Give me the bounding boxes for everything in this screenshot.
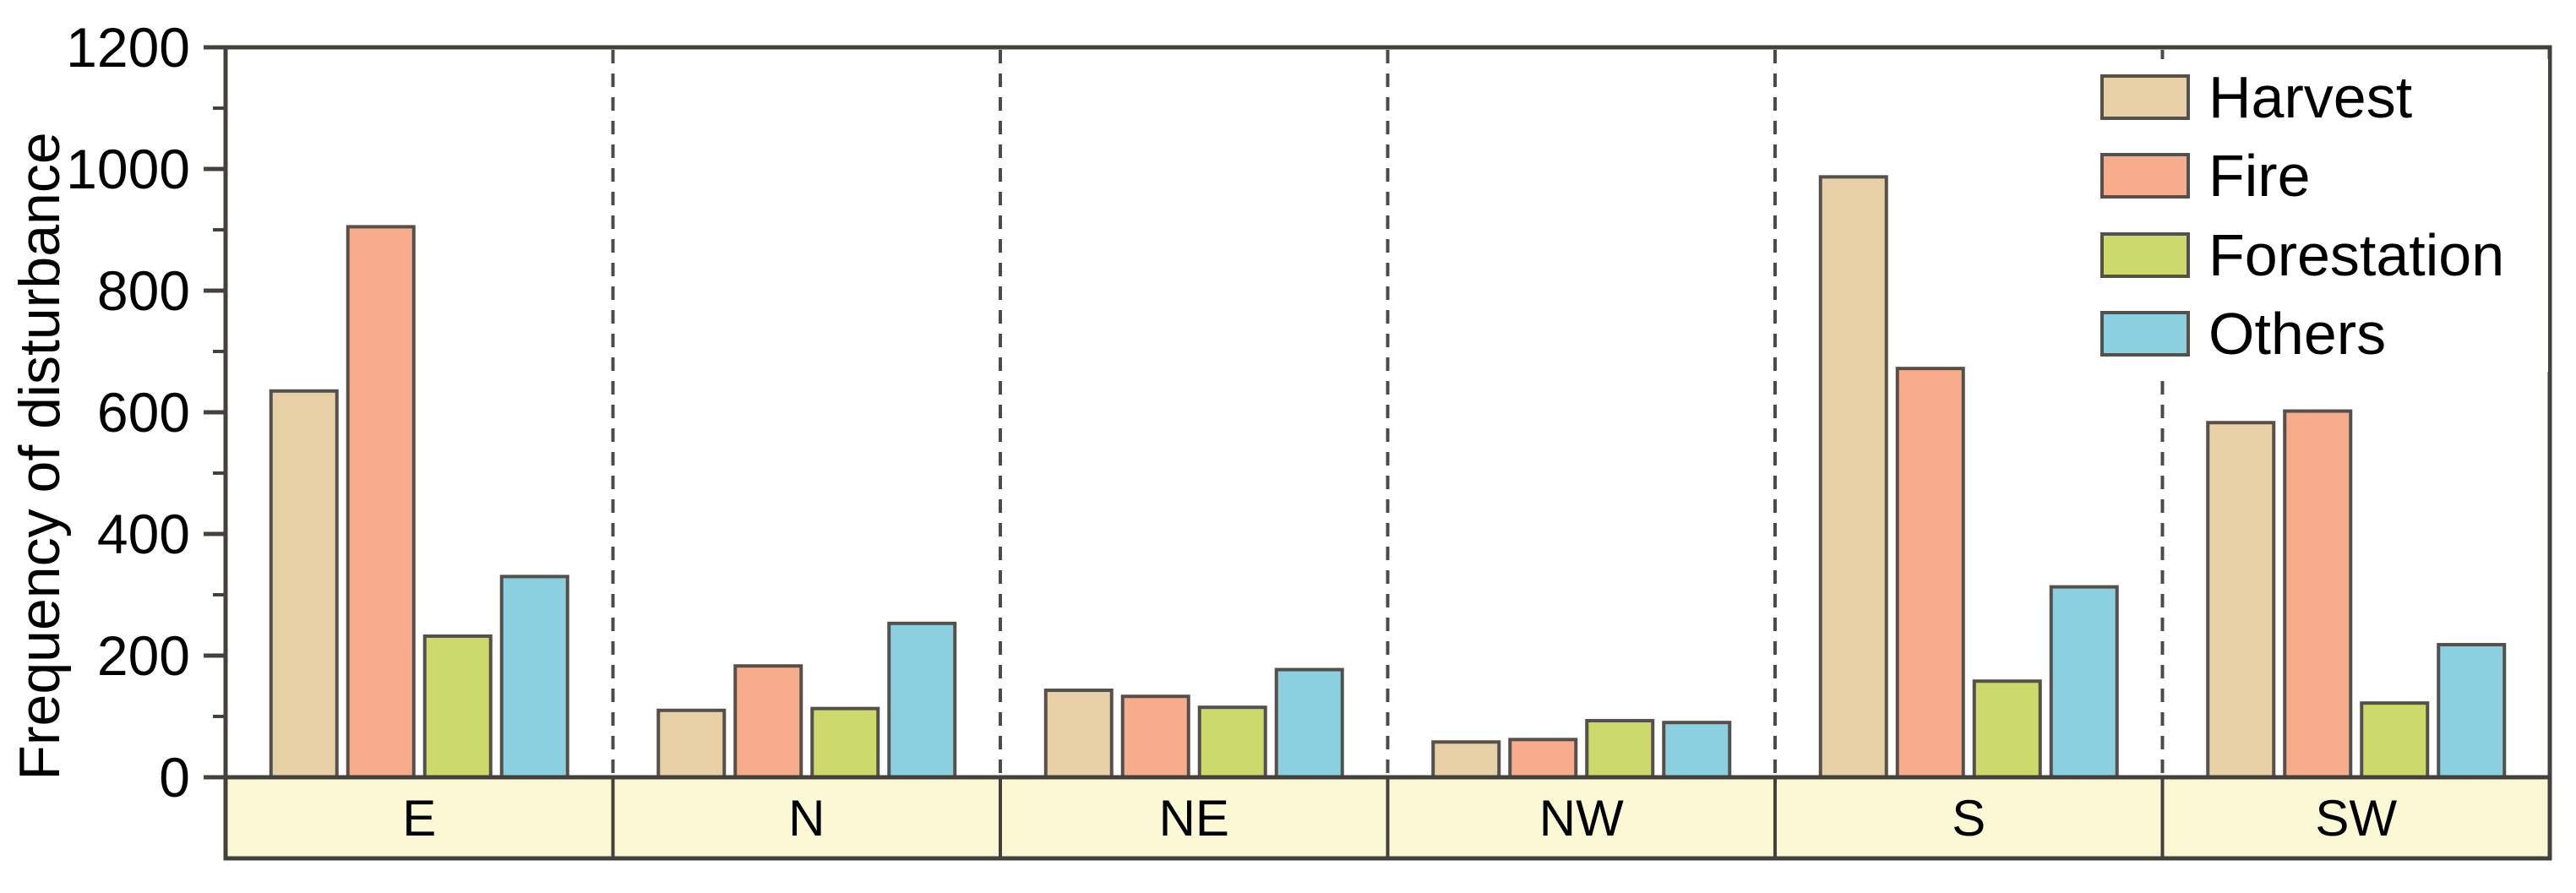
legend: Harvest Fire Forestation Others [2082, 59, 2548, 372]
bar-fire-n [733, 664, 803, 779]
bar-fire-ne [1120, 694, 1190, 779]
y-tick-label: 1000 [66, 138, 190, 200]
legend-label: Harvest [2208, 64, 2413, 130]
bar-forestation-sw [2360, 701, 2430, 779]
category-label: E [402, 790, 436, 847]
legend-swatch-others [2100, 310, 2190, 357]
legend-label: Fire [2208, 143, 2311, 210]
bar-forestation-e [422, 634, 493, 780]
bar-harvest-s [1818, 175, 1888, 780]
bar-others-s [2049, 585, 2119, 780]
bar-others-ne [1274, 667, 1344, 779]
bar-fire-s [1895, 367, 1965, 779]
bar-others-nw [1662, 721, 1732, 780]
legend-label: Forestation [2208, 221, 2505, 288]
category-label: NW [1539, 790, 1624, 847]
legend-swatch-harvest [2100, 74, 2190, 120]
bar-forestation-s [1972, 679, 2042, 779]
y-axis-title: Frequency of disturbance [8, 132, 72, 780]
bar-harvest-ne [1043, 689, 1114, 779]
bar-harvest-n [656, 708, 727, 779]
legend-item-forestation: Forestation [2082, 217, 2548, 293]
bar-harvest-sw [2206, 421, 2276, 779]
bar-forestation-n [810, 706, 880, 780]
category-label: S [1952, 790, 1985, 847]
bar-forestation-ne [1197, 705, 1267, 780]
category-label: NE [1159, 790, 1229, 847]
bar-others-e [499, 574, 569, 780]
legend-item-fire: Fire [2082, 138, 2548, 214]
bar-harvest-e [269, 389, 339, 779]
category-label: SW [2315, 790, 2397, 847]
bar-fire-nw [1508, 738, 1578, 779]
y-tick-label: 600 [97, 381, 190, 444]
bar-others-sw [2437, 643, 2507, 779]
legend-swatch-fire [2100, 153, 2190, 199]
legend-label: Others [2208, 300, 2387, 367]
y-tick-label: 800 [97, 259, 190, 322]
y-tick-label: 0 [159, 746, 190, 809]
legend-item-harvest: Harvest [2082, 59, 2548, 135]
y-tick-label: 1200 [66, 16, 190, 79]
legend-swatch-forestation [2100, 231, 2190, 278]
bar-fire-sw [2283, 409, 2353, 779]
y-tick-label: 400 [97, 503, 190, 565]
bar-harvest-nw [1431, 740, 1501, 779]
y-tick-label: 200 [97, 624, 190, 687]
bar-forestation-nw [1585, 719, 1655, 779]
bar-fire-e [346, 225, 416, 779]
legend-item-others: Others [2082, 296, 2548, 372]
category-label: N [788, 790, 825, 847]
bar-others-n [887, 621, 957, 780]
